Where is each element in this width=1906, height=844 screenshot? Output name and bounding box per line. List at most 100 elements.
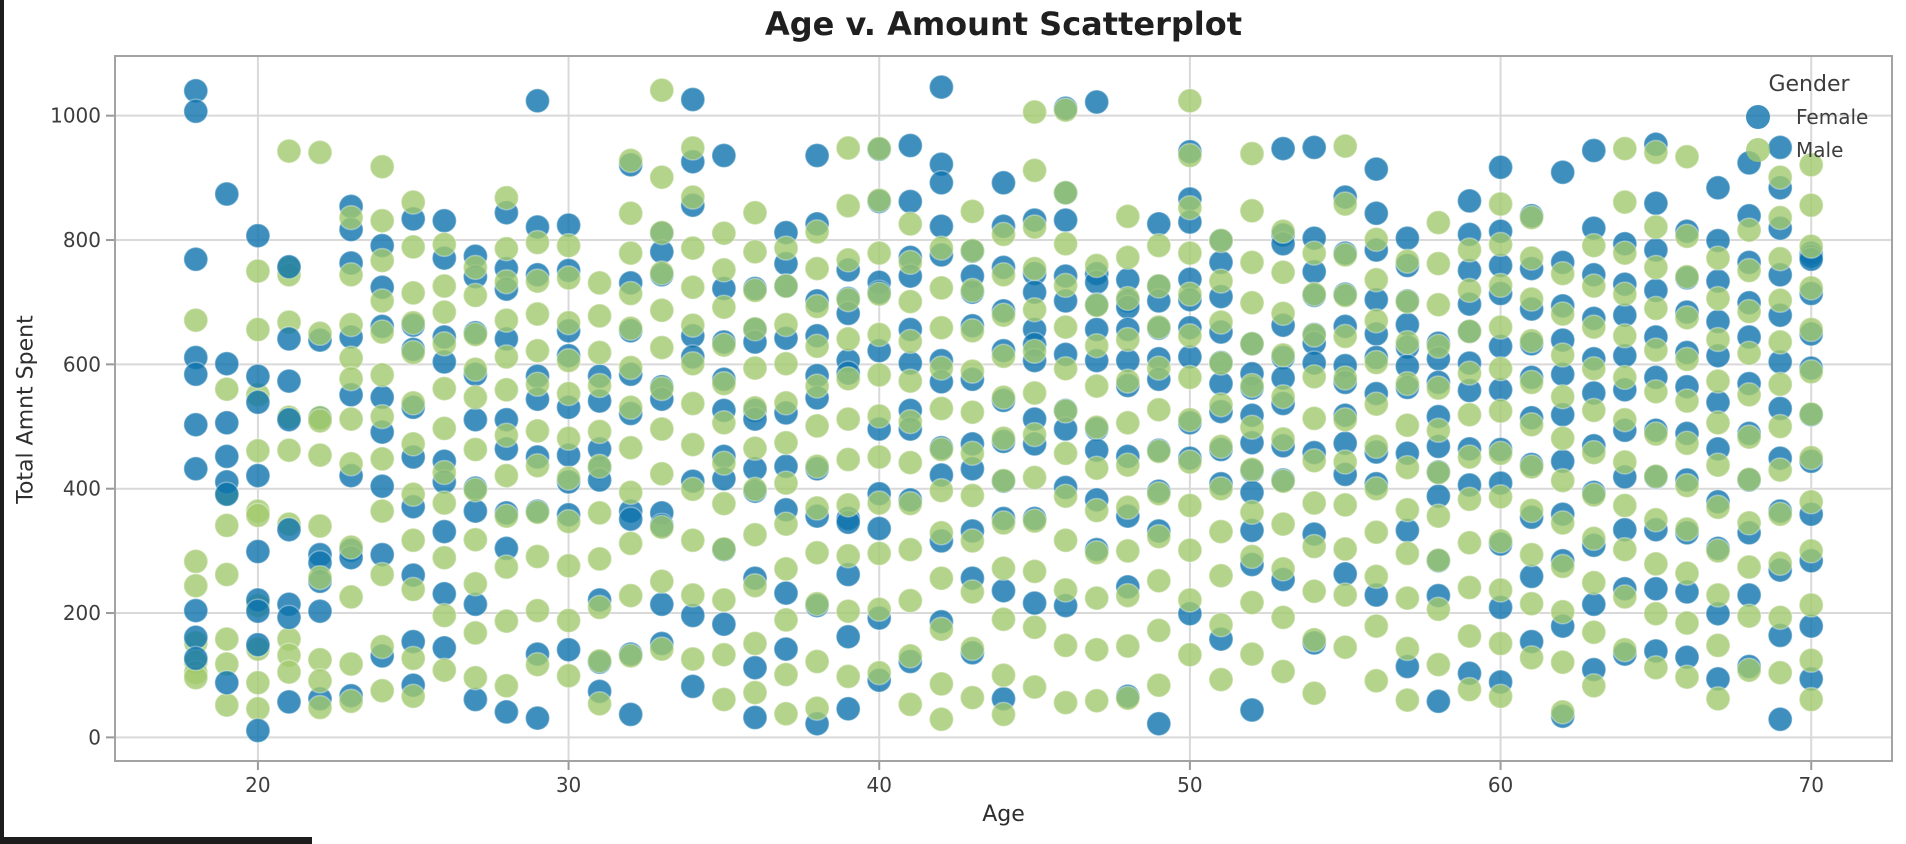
scatter-point-male — [1083, 292, 1110, 319]
scatter-point-male — [338, 204, 364, 231]
scatter-point-male — [555, 553, 582, 579]
scatter-point-male — [990, 606, 1017, 633]
scatter-point-male — [1363, 475, 1390, 502]
scatter-point-male — [1177, 281, 1203, 307]
scatter-point-male — [897, 691, 924, 718]
scatter-point-male — [1083, 585, 1110, 611]
scatter-point-male — [617, 530, 644, 557]
scatter-point-male — [1115, 244, 1141, 271]
scatter-point-male — [1394, 635, 1421, 662]
scatter-point-male — [1363, 391, 1390, 417]
scatter-point-male — [1767, 371, 1793, 398]
x-axis-label: Age — [982, 802, 1025, 827]
scatter-point-male — [1581, 232, 1607, 259]
scatter-point-male — [1021, 380, 1048, 406]
scatter-point-male — [1487, 355, 1514, 382]
scatter-point-male — [493, 503, 520, 529]
scatter-point-male — [1518, 286, 1545, 312]
scatter-point-male — [1301, 364, 1327, 390]
scatter-point-male — [493, 673, 520, 699]
y-tick-label: 400 — [63, 477, 101, 501]
scatter-point-male — [1798, 538, 1824, 564]
scatter-point-male — [1487, 577, 1514, 603]
scatter-point-male — [1083, 539, 1110, 566]
scatter-point-male — [1177, 88, 1203, 114]
scatter-point-male — [369, 403, 395, 430]
scatter-point-female — [1270, 135, 1296, 162]
scatter-point-male — [990, 262, 1017, 288]
scatter-point-male — [1736, 217, 1762, 243]
scatter-point-male — [959, 237, 986, 264]
scatter-point-male — [1425, 375, 1452, 401]
scatter-point-male — [1487, 272, 1514, 299]
scatter-point-male — [1487, 683, 1514, 710]
scatter-point-male — [1363, 433, 1390, 460]
scatter-point-male — [1363, 226, 1390, 253]
scatter-point-male — [524, 651, 551, 678]
scatter-point-male — [1425, 503, 1452, 529]
scatter-point-female — [555, 636, 582, 663]
scatter-point-male — [1115, 538, 1141, 564]
scatter-point-male — [338, 262, 364, 288]
scatter-point-male — [1177, 449, 1203, 475]
scatter-point-female — [431, 518, 458, 545]
scatter-point-male — [1115, 368, 1141, 394]
scatter-point-female — [183, 246, 209, 273]
scatter-point-male — [400, 234, 426, 260]
scatter-point-male — [1736, 510, 1762, 536]
scatter-point-male — [897, 368, 924, 394]
scatter-point-male — [1798, 275, 1824, 301]
scatter-point-male — [400, 189, 426, 215]
scatter-point-male — [1332, 323, 1358, 350]
scatter-point-male — [617, 315, 644, 342]
scatter-point-female — [1581, 591, 1607, 618]
scatter-point-male — [369, 677, 395, 704]
scatter-point-male — [742, 572, 768, 599]
scatter-point-male — [1612, 364, 1638, 391]
scatter-point-male — [1052, 231, 1079, 257]
scatter-point-female — [928, 74, 955, 100]
scatter-point-female — [835, 623, 861, 650]
scatter-point-male — [462, 477, 489, 503]
scatter-point-female — [680, 673, 706, 700]
scatter-point-female — [1239, 697, 1265, 723]
scatter-point-male — [711, 370, 737, 397]
scatter-point-male — [524, 229, 551, 256]
scatter-point-male — [1487, 231, 1514, 258]
scatter-point-male — [1021, 255, 1048, 282]
scatter-point-male — [1115, 582, 1141, 609]
legend-item-male: Male — [1738, 134, 1880, 166]
scatter-point-male — [214, 376, 240, 402]
x-tick-label: 30 — [556, 773, 581, 797]
scatter-point-male — [959, 579, 986, 605]
scatter-point-male — [680, 390, 706, 417]
scatter-point-female — [617, 701, 644, 728]
scatter-point-male — [897, 249, 924, 276]
scatter-point-male — [1518, 497, 1545, 524]
scatter-point-male — [1270, 604, 1296, 631]
legend-label-female: Female — [1796, 105, 1869, 129]
scatter-point-male — [214, 626, 240, 652]
scatter-point-male — [1208, 309, 1234, 335]
scatter-point-male — [1425, 596, 1452, 623]
scatter-point-male — [1518, 327, 1545, 354]
scatter-point-male — [1705, 452, 1731, 478]
plot-border — [114, 55, 1893, 762]
scatter-point-male — [307, 408, 333, 434]
scatter-point-male — [804, 590, 830, 617]
scatter-point-male — [1239, 543, 1265, 570]
scatter-point-male — [1549, 699, 1576, 725]
scatter-point-male — [1705, 410, 1731, 436]
scatter-point-male — [1767, 329, 1793, 355]
scatter-point-male — [959, 318, 986, 344]
scatter-point-male — [990, 510, 1017, 536]
scatter-point-male — [1674, 664, 1700, 690]
scatter-point-male — [462, 254, 489, 281]
scatter-point-male — [369, 561, 395, 588]
scatter-point-female — [711, 142, 737, 169]
scatter-point-male — [307, 442, 333, 468]
x-tick-label: 60 — [1488, 773, 1513, 797]
scatter-point-male — [307, 668, 333, 694]
scatter-point-male — [1549, 553, 1576, 580]
scatter-point-male — [1239, 140, 1265, 167]
